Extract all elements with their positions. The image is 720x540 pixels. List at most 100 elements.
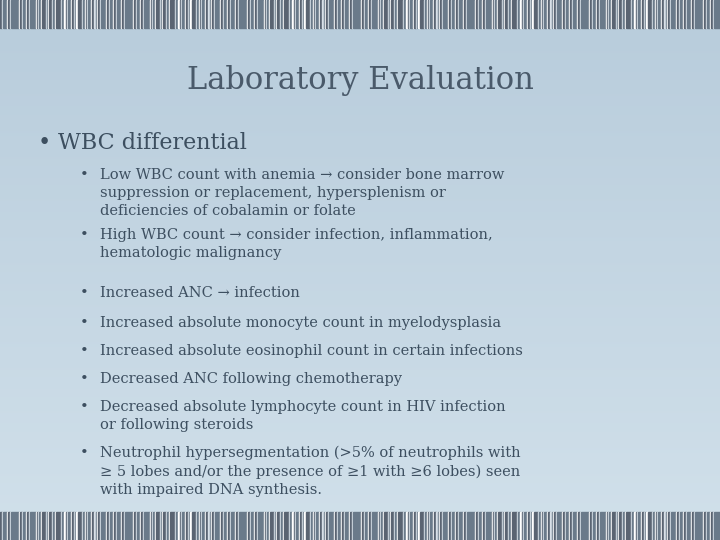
Bar — [170, 512, 175, 540]
Text: High WBC count → consider infection, inflammation,
hematologic malignancy: High WBC count → consider infection, inf… — [100, 228, 492, 260]
Bar — [7, 512, 8, 540]
Bar — [541, 512, 542, 540]
Text: Increased absolute eosinophil count in certain infections: Increased absolute eosinophil count in c… — [100, 344, 523, 358]
Bar — [3, 512, 7, 540]
Bar — [98, 0, 100, 28]
Bar — [92, 512, 94, 540]
Bar — [714, 0, 720, 28]
Bar — [479, 512, 482, 540]
Bar — [107, 512, 109, 540]
Bar — [110, 0, 113, 28]
Bar — [180, 0, 181, 28]
Bar — [679, 512, 680, 540]
Bar — [210, 0, 211, 28]
Bar — [383, 512, 384, 540]
Bar — [315, 0, 316, 28]
Bar — [539, 512, 541, 540]
Bar — [296, 512, 299, 540]
Bar — [303, 512, 304, 540]
Bar — [122, 512, 124, 540]
Bar — [153, 512, 155, 540]
Bar — [451, 0, 452, 28]
Bar — [619, 0, 622, 28]
Bar — [166, 0, 167, 28]
Bar — [420, 0, 424, 28]
Bar — [109, 0, 110, 28]
Bar — [320, 0, 322, 28]
Bar — [695, 512, 703, 540]
Bar — [362, 512, 364, 540]
Bar — [562, 512, 563, 540]
Bar — [85, 512, 86, 540]
Bar — [498, 0, 502, 28]
Bar — [202, 0, 205, 28]
Bar — [197, 512, 199, 540]
Bar — [215, 0, 220, 28]
Bar — [607, 512, 608, 540]
Bar — [10, 512, 11, 540]
Bar — [657, 0, 658, 28]
Bar — [349, 0, 350, 28]
Bar — [190, 512, 192, 540]
Bar — [192, 512, 196, 540]
Bar — [302, 0, 303, 28]
Bar — [338, 0, 341, 28]
Bar — [369, 0, 371, 28]
Bar — [192, 0, 196, 28]
Bar — [395, 0, 397, 28]
Bar — [617, 0, 618, 28]
Bar — [215, 512, 220, 540]
Bar — [707, 0, 710, 28]
Bar — [8, 0, 10, 28]
Bar — [39, 512, 41, 540]
Bar — [211, 512, 212, 540]
Bar — [372, 512, 378, 540]
Bar — [368, 512, 369, 540]
Bar — [609, 0, 611, 28]
Bar — [38, 512, 39, 540]
Bar — [266, 512, 267, 540]
Bar — [452, 0, 455, 28]
Bar — [144, 0, 150, 28]
Bar — [205, 512, 206, 540]
Bar — [76, 0, 78, 28]
Bar — [76, 512, 78, 540]
Bar — [566, 0, 569, 28]
Bar — [436, 512, 438, 540]
Bar — [522, 0, 523, 28]
Bar — [449, 512, 451, 540]
Bar — [152, 0, 153, 28]
Bar — [428, 0, 429, 28]
Bar — [116, 0, 117, 28]
Bar — [637, 512, 638, 540]
Bar — [389, 512, 390, 540]
Bar — [52, 512, 53, 540]
Bar — [570, 0, 572, 28]
Bar — [283, 0, 284, 28]
Bar — [542, 512, 543, 540]
Bar — [362, 0, 364, 28]
Bar — [361, 512, 362, 540]
Bar — [334, 0, 335, 28]
Bar — [294, 512, 295, 540]
Bar — [224, 0, 227, 28]
Bar — [239, 0, 247, 28]
Bar — [114, 0, 116, 28]
Bar — [82, 0, 83, 28]
Bar — [248, 0, 250, 28]
Bar — [74, 512, 75, 540]
Text: •: • — [80, 400, 89, 414]
Bar — [711, 512, 713, 540]
Bar — [707, 512, 710, 540]
Bar — [289, 0, 290, 28]
Bar — [328, 0, 329, 28]
Bar — [292, 512, 294, 540]
Bar — [528, 512, 530, 540]
Bar — [196, 0, 197, 28]
Bar — [47, 512, 48, 540]
Bar — [320, 512, 322, 540]
Bar — [597, 0, 599, 28]
Bar — [508, 0, 509, 28]
Bar — [113, 512, 114, 540]
Bar — [451, 512, 452, 540]
